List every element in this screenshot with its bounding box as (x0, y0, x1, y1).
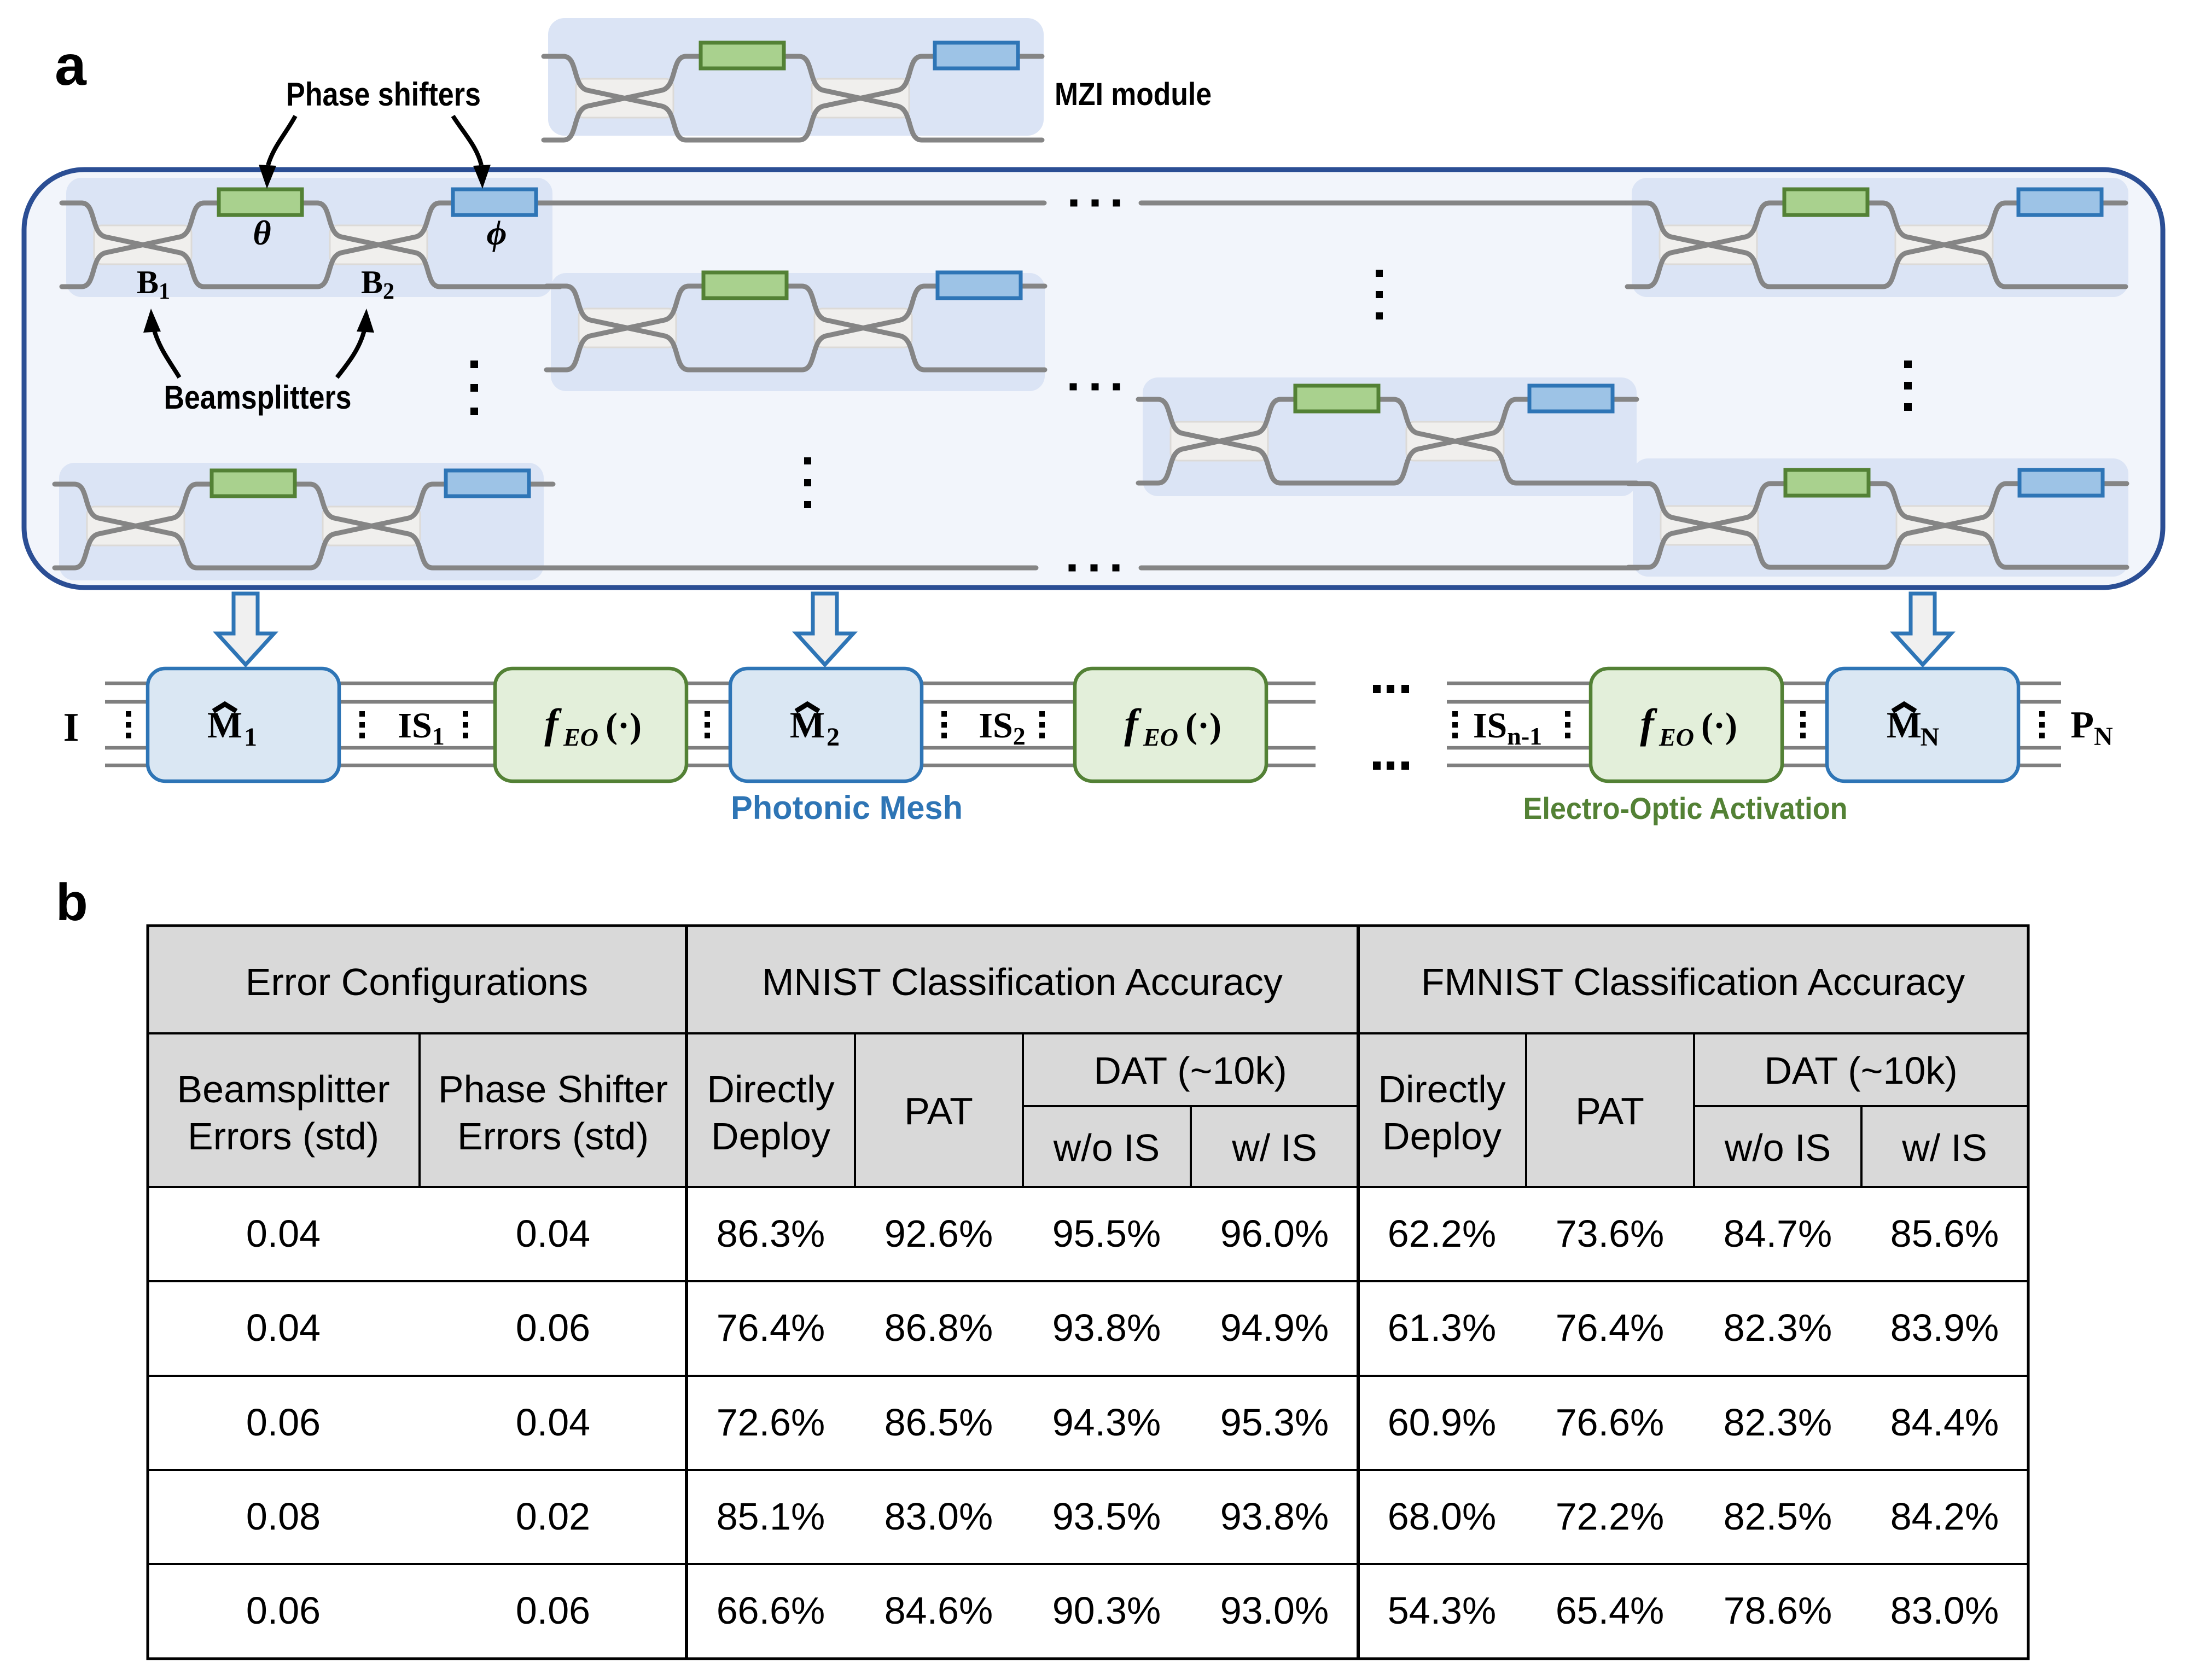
svg-text:83.0%: 83.0% (884, 1495, 993, 1538)
svg-text:78.6%: 78.6% (1724, 1589, 1832, 1632)
svg-text:93.8%: 93.8% (1052, 1306, 1161, 1349)
svg-text:93.0%: 93.0% (1220, 1589, 1329, 1632)
svg-text:76.4%: 76.4% (1556, 1306, 1664, 1349)
svg-text:Error Configurations: Error Configurations (246, 961, 588, 1003)
svg-text:61.3%: 61.3% (1388, 1306, 1496, 1349)
svg-text:Errors (std): Errors (std) (457, 1115, 649, 1158)
svg-text:PAT: PAT (1575, 1090, 1644, 1132)
svg-text:93.5%: 93.5% (1052, 1495, 1161, 1538)
svg-text:w/ IS: w/ IS (1901, 1126, 1987, 1169)
svg-text:0.08: 0.08 (246, 1495, 321, 1538)
svg-text:82.5%: 82.5% (1724, 1495, 1832, 1538)
svg-text:I: I (63, 705, 79, 750)
svg-text:84.2%: 84.2% (1890, 1495, 1999, 1538)
svg-text:M: M (790, 704, 825, 746)
svg-text:86.5%: 86.5% (884, 1401, 993, 1444)
svg-text:Directly: Directly (1378, 1068, 1505, 1111)
svg-text:DAT (~10k): DAT (~10k) (1764, 1049, 1957, 1092)
svg-text:Electro-Optic Activation: Electro-Optic Activation (1523, 791, 1848, 826)
svg-text:94.3%: 94.3% (1052, 1401, 1161, 1444)
svg-text:Phase shifters: Phase shifters (286, 76, 481, 113)
svg-text:72.2%: 72.2% (1556, 1495, 1664, 1538)
svg-text:Beamsplitter: Beamsplitter (177, 1068, 389, 1111)
svg-text:86.8%: 86.8% (884, 1306, 993, 1349)
svg-text:85.6%: 85.6% (1890, 1212, 1999, 1255)
svg-text:(·): (·) (606, 706, 642, 746)
svg-text:Deploy: Deploy (711, 1115, 830, 1158)
svg-text:72.6%: 72.6% (717, 1401, 825, 1444)
svg-text:M: M (1887, 704, 1922, 746)
svg-text:(·): (·) (1701, 706, 1737, 746)
svg-text:2: 2 (827, 723, 840, 752)
svg-text:84.7%: 84.7% (1724, 1212, 1832, 1255)
svg-text:90.3%: 90.3% (1052, 1589, 1161, 1632)
svg-text:0.04: 0.04 (516, 1212, 590, 1255)
svg-text:DAT (~10k): DAT (~10k) (1093, 1049, 1287, 1092)
svg-text:86.3%: 86.3% (717, 1212, 825, 1255)
svg-text:0.06: 0.06 (516, 1306, 590, 1349)
svg-text:Errors (std): Errors (std) (188, 1115, 379, 1158)
svg-text:96.0%: 96.0% (1220, 1212, 1329, 1255)
svg-text:0.04: 0.04 (516, 1401, 590, 1444)
svg-text:76.6%: 76.6% (1556, 1401, 1664, 1444)
svg-text:(·): (·) (1185, 706, 1221, 746)
svg-text:MNIST Classification Accuracy: MNIST Classification Accuracy (762, 961, 1283, 1003)
svg-text:PAT: PAT (904, 1090, 973, 1132)
svg-text:Directly: Directly (707, 1068, 834, 1111)
svg-text:84.6%: 84.6% (884, 1589, 993, 1632)
svg-text:62.2%: 62.2% (1388, 1212, 1496, 1255)
svg-text:0.04: 0.04 (246, 1212, 321, 1255)
svg-text:Beamsplitters: Beamsplitters (164, 379, 352, 416)
svg-text:94.9%: 94.9% (1220, 1306, 1329, 1349)
svg-text:66.6%: 66.6% (717, 1589, 825, 1632)
svg-text:a: a (55, 34, 87, 97)
svg-text:95.5%: 95.5% (1052, 1212, 1161, 1255)
svg-text:EO: EO (563, 723, 598, 751)
svg-text:84.4%: 84.4% (1890, 1401, 1999, 1444)
svg-text:0.06: 0.06 (246, 1589, 321, 1632)
svg-text:0.04: 0.04 (246, 1306, 321, 1349)
svg-text:54.3%: 54.3% (1388, 1589, 1496, 1632)
svg-text:N: N (1921, 723, 1940, 752)
svg-text:73.6%: 73.6% (1556, 1212, 1664, 1255)
svg-text:65.4%: 65.4% (1556, 1589, 1664, 1632)
svg-text:w/o IS: w/o IS (1053, 1126, 1160, 1169)
svg-text:60.9%: 60.9% (1388, 1401, 1496, 1444)
svg-text:0.02: 0.02 (516, 1495, 590, 1538)
svg-text:Phase Shifter: Phase Shifter (438, 1068, 668, 1111)
svg-text:ϕ: ϕ (486, 213, 507, 252)
svg-text:76.4%: 76.4% (717, 1306, 825, 1349)
svg-text:w/ IS: w/ IS (1231, 1126, 1317, 1169)
svg-text:82.3%: 82.3% (1724, 1401, 1832, 1444)
svg-text:68.0%: 68.0% (1388, 1495, 1496, 1538)
svg-text:92.6%: 92.6% (884, 1212, 993, 1255)
svg-text:82.3%: 82.3% (1724, 1306, 1832, 1349)
svg-text:FMNIST Classification Accuracy: FMNIST Classification Accuracy (1421, 961, 1965, 1003)
svg-text:Photonic Mesh: Photonic Mesh (731, 789, 963, 826)
svg-text:B1: B1 (137, 264, 170, 304)
svg-text:EO: EO (1143, 723, 1178, 751)
svg-text:83.0%: 83.0% (1890, 1589, 1999, 1632)
svg-text:85.1%: 85.1% (717, 1495, 825, 1538)
svg-text:93.8%: 93.8% (1220, 1495, 1329, 1538)
svg-text:θ: θ (253, 213, 271, 252)
svg-text:w/o IS: w/o IS (1724, 1126, 1831, 1169)
svg-text:MZI module: MZI module (1055, 77, 1212, 112)
svg-text:EO: EO (1659, 723, 1694, 751)
svg-text:M: M (207, 704, 242, 746)
svg-text:95.3%: 95.3% (1220, 1401, 1329, 1444)
svg-text:83.9%: 83.9% (1890, 1306, 1999, 1349)
svg-text:0.06: 0.06 (516, 1589, 590, 1632)
svg-text:0.06: 0.06 (246, 1401, 321, 1444)
svg-text:Deploy: Deploy (1382, 1115, 1502, 1158)
svg-text:1: 1 (244, 723, 257, 752)
svg-text:b: b (56, 873, 88, 932)
